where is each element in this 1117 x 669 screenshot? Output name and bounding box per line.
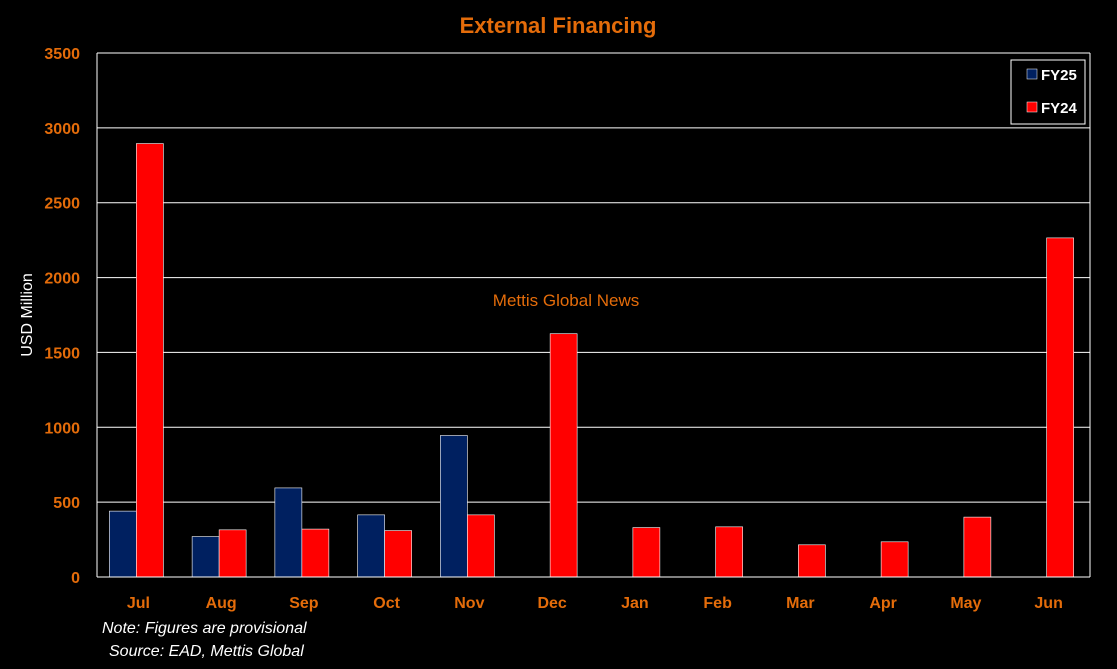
x-tick-label-jul: Jul <box>127 595 150 612</box>
bar-fy25-jul <box>109 510 137 578</box>
y-tick-label: 2500 <box>44 196 80 213</box>
bar-fy24-aug <box>218 529 247 578</box>
bar-fy25-nov <box>440 435 468 578</box>
gridlines <box>97 52 1090 503</box>
bar-fy25-aug <box>191 536 220 578</box>
bar-fy24-dec <box>549 333 578 578</box>
y-tick-label: 2000 <box>44 271 80 288</box>
bar-fy24-jun <box>1046 237 1074 578</box>
legend-swatch-fy24 <box>1026 101 1038 113</box>
x-tick-label-dec: Dec <box>537 595 566 612</box>
watermark-text: Mettis Global News <box>493 291 639 310</box>
x-tick-label-apr: Apr <box>869 595 897 612</box>
bars <box>109 143 1074 578</box>
bar-fy25-sep <box>274 487 303 578</box>
x-tick-label-jan: Jan <box>621 595 649 612</box>
chart-title: External Financing <box>460 13 657 38</box>
legend-box <box>1010 59 1086 125</box>
bar-fy24-sep <box>301 528 330 578</box>
x-tick-label-mar: Mar <box>786 595 814 612</box>
bar-fy24-apr <box>880 541 909 578</box>
x-tick-label-nov: Nov <box>454 595 484 612</box>
x-tick-label-feb: Feb <box>703 595 732 612</box>
y-axis-label: USD Million <box>19 273 36 357</box>
y-tick-label: 3000 <box>44 121 80 138</box>
legend-label-fy24: FY24 <box>1041 100 1078 117</box>
legend: FY25 FY24 <box>1010 59 1086 125</box>
source-text: Source: EAD, Mettis Global <box>109 643 304 660</box>
x-tick-label-sep: Sep <box>289 595 319 612</box>
y-tick-label: 1000 <box>44 420 80 437</box>
x-tick-label-aug: Aug <box>206 595 237 612</box>
note-text: Note: Figures are provisional <box>102 620 307 637</box>
y-axis-tick-labels: 0 500 1000 1500 2000 2500 3000 3500 <box>44 46 80 587</box>
y-tick-label: 500 <box>53 495 80 512</box>
bar-fy24-nov <box>467 514 495 578</box>
y-tick-label: 0 <box>71 570 80 587</box>
bar-fy24-may <box>963 516 992 578</box>
bar-fy24-jul <box>136 143 164 578</box>
legend-swatch-fy25 <box>1026 68 1038 80</box>
bar-fy25-oct <box>357 514 385 578</box>
y-tick-label: 3500 <box>44 46 80 63</box>
bar-fy24-feb <box>715 526 743 578</box>
bar-fy24-mar <box>798 544 826 578</box>
bar-fy24-jan <box>632 527 661 578</box>
x-axis-tick-labels: Jul Aug Sep Oct Nov Dec Jan Feb Mar Apr May Jun <box>127 595 1063 612</box>
legend-label-fy25: FY25 <box>1041 67 1077 84</box>
x-tick-label-may: May <box>950 595 981 612</box>
x-tick-label-jun: Jun <box>1034 595 1062 612</box>
x-tick-label-oct: Oct <box>373 595 400 612</box>
y-tick-label: 1500 <box>44 345 80 362</box>
bar-fy24-oct <box>384 530 412 578</box>
